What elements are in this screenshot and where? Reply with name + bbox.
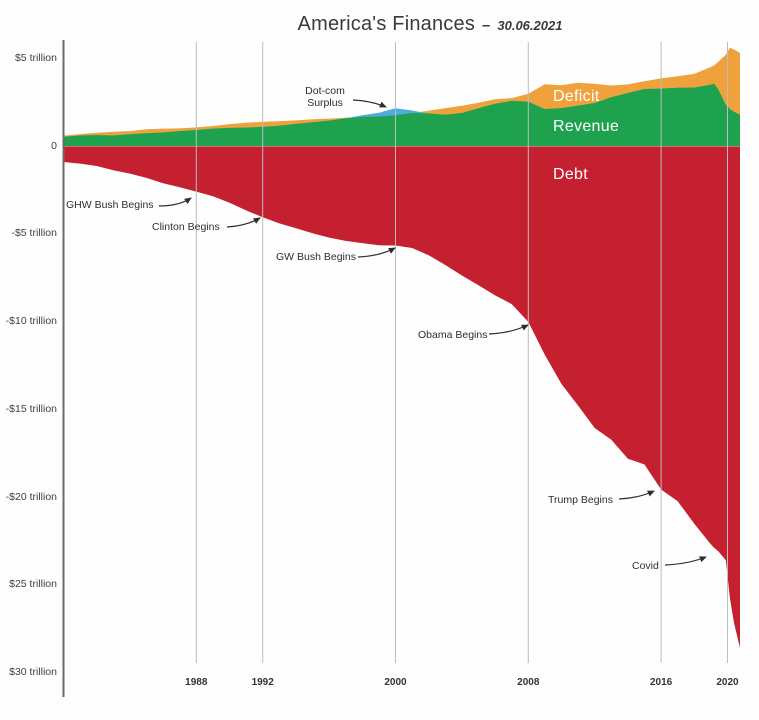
y-tick-label: $5 trillion bbox=[14, 51, 57, 64]
debt-area bbox=[63, 146, 740, 648]
y-tick-label: -$20 trillion bbox=[5, 490, 57, 503]
annotation-clinton: Clinton Begins bbox=[152, 221, 220, 233]
annotation-trump: Trump Begins bbox=[548, 494, 613, 506]
x-tick-label: 2020 bbox=[716, 677, 739, 688]
x-tick-label: 2016 bbox=[649, 677, 673, 688]
x-tick-label: 2008 bbox=[517, 677, 540, 688]
chart-title-text: America's Finances bbox=[297, 13, 476, 35]
annotation-gw-bush: GW Bush Begins bbox=[276, 251, 356, 263]
annotation-arrow-gw bbox=[357, 247, 396, 258]
chart-title-separator: – bbox=[482, 17, 491, 34]
annotation-arrow-ghw bbox=[158, 197, 192, 207]
annotation-covid: Covid bbox=[632, 560, 659, 572]
annotation-arrow-dotcom bbox=[352, 99, 387, 108]
annotation-arrow-obama bbox=[488, 324, 529, 335]
revenue-area-label: Revenue bbox=[553, 118, 620, 135]
annotation-obama: Obama Begins bbox=[418, 329, 488, 341]
debt-area-label: Debt bbox=[553, 166, 588, 183]
annotation-dotcom-surplus: Dot-com Surplus bbox=[305, 85, 345, 109]
annotation-arrow-covid bbox=[664, 556, 707, 566]
year-gridlines bbox=[195, 42, 728, 663]
y-tick-label: -$15 trillion bbox=[5, 402, 57, 415]
x-tick-label: 1992 bbox=[251, 677, 274, 688]
annotation-arrows bbox=[158, 99, 707, 566]
annotation-arrow-trump bbox=[618, 490, 655, 500]
revenue-area bbox=[63, 83, 740, 146]
y-tick-label: -$10 trillion bbox=[5, 315, 57, 327]
y-tick-label: $30 trillion bbox=[9, 666, 57, 678]
x-tick-label: 2000 bbox=[384, 677, 407, 688]
chart-title: America's Finances – 30.06.2021 bbox=[298, 13, 563, 36]
y-tick-label: 0 bbox=[51, 139, 57, 152]
y-tick-label: $25 trillion bbox=[9, 578, 57, 591]
chart-title-date: 30.06.2021 bbox=[497, 18, 563, 33]
annotation-arrow-clinton bbox=[226, 217, 261, 228]
annotation-ghw-bush: GHW Bush Begins bbox=[66, 199, 154, 211]
deficit-area-label: Deficit bbox=[553, 88, 600, 105]
y-tick-label: -$5 trillion bbox=[11, 227, 57, 240]
x-tick-label: 1988 bbox=[185, 677, 208, 688]
